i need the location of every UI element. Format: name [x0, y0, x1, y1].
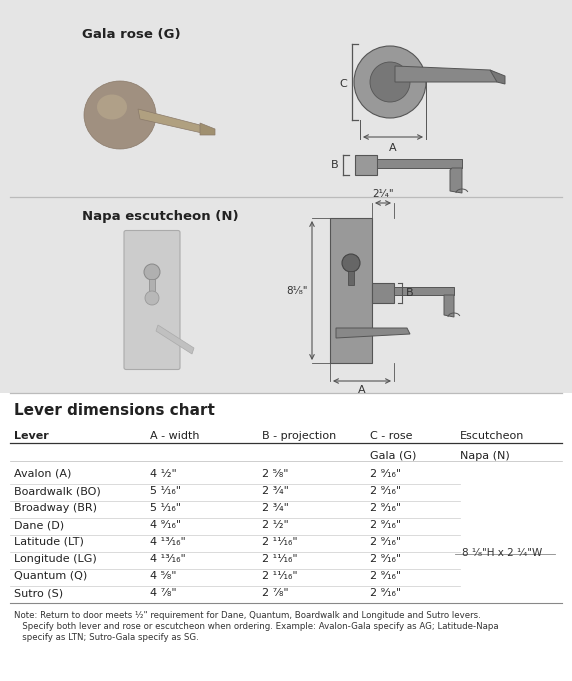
FancyBboxPatch shape [377, 159, 462, 168]
FancyBboxPatch shape [355, 155, 377, 175]
Text: Gala (G): Gala (G) [370, 451, 416, 461]
Text: B - projection: B - projection [262, 431, 336, 441]
Text: Napa escutcheon (N): Napa escutcheon (N) [82, 210, 239, 223]
Text: Lever dimensions chart: Lever dimensions chart [14, 403, 215, 418]
Polygon shape [156, 325, 194, 354]
FancyBboxPatch shape [372, 283, 394, 303]
Text: 2 ⁹⁄₁₆": 2 ⁹⁄₁₆" [370, 537, 401, 547]
FancyBboxPatch shape [124, 230, 180, 370]
Polygon shape [336, 328, 410, 338]
Text: 2 ¹⁄₂": 2 ¹⁄₂" [262, 520, 289, 530]
Text: 2 ⁹⁄₁₆": 2 ⁹⁄₁₆" [370, 503, 401, 513]
Text: 2 ⁹⁄₁₆": 2 ⁹⁄₁₆" [370, 486, 401, 496]
Ellipse shape [84, 81, 156, 149]
Polygon shape [450, 168, 462, 193]
Text: 2 ¹¹⁄₁₆": 2 ¹¹⁄₁₆" [262, 554, 297, 564]
Circle shape [145, 291, 159, 305]
Text: 4 ⁹⁄₁₆": 4 ⁹⁄₁₆" [150, 520, 181, 530]
Polygon shape [490, 70, 505, 84]
Polygon shape [444, 295, 454, 317]
Text: Quantum (Q): Quantum (Q) [14, 571, 88, 581]
Text: 4 ⁵⁄₈": 4 ⁵⁄₈" [150, 571, 177, 581]
FancyBboxPatch shape [0, 393, 572, 681]
FancyBboxPatch shape [149, 279, 155, 291]
Text: 2 ⁹⁄₁₆": 2 ⁹⁄₁₆" [370, 554, 401, 564]
Text: B: B [331, 160, 338, 170]
FancyBboxPatch shape [348, 271, 354, 285]
Text: Specify both lever and rose or escutcheon when ordering. Example: Avalon-Gala sp: Specify both lever and rose or escutcheo… [14, 622, 499, 631]
Text: Note: Return to door meets ¹⁄₂" requirement for Dane, Quantum, Boardwalk and Lon: Note: Return to door meets ¹⁄₂" requirem… [14, 611, 480, 620]
Text: 5 ¹⁄₁₆": 5 ¹⁄₁₆" [150, 486, 181, 496]
Text: 8 ¹⁄₈"H x 2 ¹⁄₄"W: 8 ¹⁄₈"H x 2 ¹⁄₄"W [462, 548, 542, 558]
Circle shape [144, 264, 160, 280]
Text: 2 ¹¹⁄₁₆": 2 ¹¹⁄₁₆" [262, 571, 297, 581]
Text: B: B [406, 288, 414, 298]
Text: Sutro (S): Sutro (S) [14, 588, 63, 598]
Text: Broadway (BR): Broadway (BR) [14, 503, 97, 513]
Ellipse shape [97, 95, 127, 119]
Text: 2 ⁵⁄₈": 2 ⁵⁄₈" [262, 469, 288, 479]
Text: 2 ⁹⁄₁₆": 2 ⁹⁄₁₆" [370, 520, 401, 530]
Text: 5 ¹⁄₁₆": 5 ¹⁄₁₆" [150, 503, 181, 513]
Text: A: A [358, 385, 366, 395]
Circle shape [354, 46, 426, 118]
Polygon shape [138, 109, 202, 133]
Text: 2 ⁹⁄₁₆": 2 ⁹⁄₁₆" [370, 571, 401, 581]
FancyBboxPatch shape [394, 287, 454, 295]
Polygon shape [200, 123, 215, 135]
Text: 2 ⁹⁄₁₆": 2 ⁹⁄₁₆" [370, 469, 401, 479]
Text: 2 ³⁄₄": 2 ³⁄₄" [262, 503, 289, 513]
Text: 2 ³⁄₄": 2 ³⁄₄" [262, 486, 289, 496]
Circle shape [342, 254, 360, 272]
Text: Latitude (LT): Latitude (LT) [14, 537, 84, 547]
Text: 4 ⁷⁄₈": 4 ⁷⁄₈" [150, 588, 177, 598]
Text: 4 ¹³⁄₁₆": 4 ¹³⁄₁₆" [150, 554, 186, 564]
Text: Dane (D): Dane (D) [14, 520, 64, 530]
Text: Escutcheon: Escutcheon [460, 431, 525, 441]
Text: 2 ¹¹⁄₁₆": 2 ¹¹⁄₁₆" [262, 537, 297, 547]
Text: A - width: A - width [150, 431, 200, 441]
Text: Avalon (A): Avalon (A) [14, 469, 72, 479]
Circle shape [370, 62, 410, 102]
FancyBboxPatch shape [330, 218, 372, 363]
Text: specify as LTN; Sutro-Gala specify as SG.: specify as LTN; Sutro-Gala specify as SG… [14, 633, 198, 642]
Text: C: C [339, 79, 347, 89]
Text: Longitude (LG): Longitude (LG) [14, 554, 97, 564]
Text: Boardwalk (BO): Boardwalk (BO) [14, 486, 101, 496]
Text: Lever: Lever [14, 431, 49, 441]
Text: Gala rose (G): Gala rose (G) [82, 28, 181, 41]
Text: Napa (N): Napa (N) [460, 451, 510, 461]
Text: C - rose: C - rose [370, 431, 412, 441]
Text: 2 ⁷⁄₈": 2 ⁷⁄₈" [262, 588, 289, 598]
Text: 2¹⁄₄": 2¹⁄₄" [372, 189, 394, 199]
Polygon shape [395, 66, 497, 82]
Text: 4 ¹⁄₂": 4 ¹⁄₂" [150, 469, 177, 479]
Text: 8¹⁄₈": 8¹⁄₈" [287, 285, 308, 296]
Text: 4 ¹³⁄₁₆": 4 ¹³⁄₁₆" [150, 537, 186, 547]
Text: 2 ⁹⁄₁₆": 2 ⁹⁄₁₆" [370, 588, 401, 598]
Text: A: A [389, 143, 397, 153]
